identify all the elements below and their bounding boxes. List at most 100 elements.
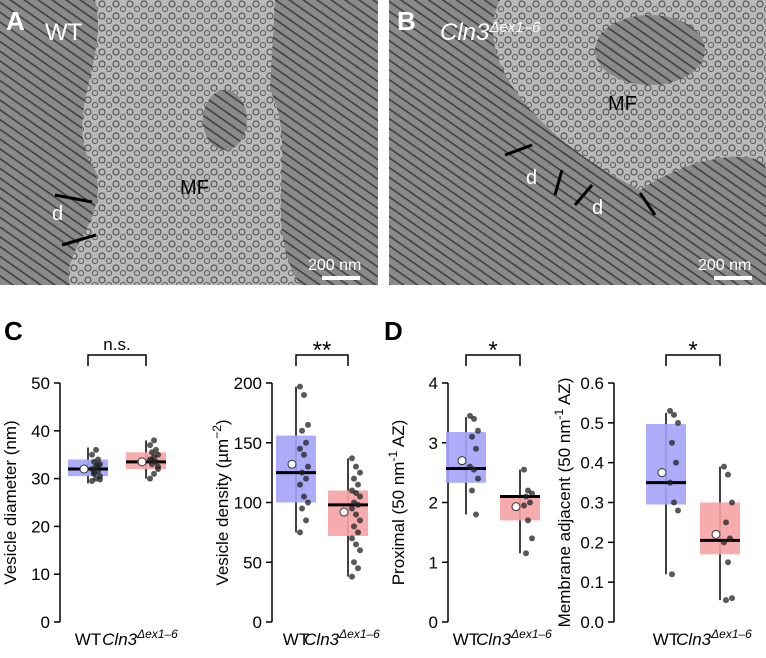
data-point xyxy=(301,391,307,398)
mean xyxy=(457,456,467,466)
data-point xyxy=(155,463,161,470)
y-tick-label: 30 xyxy=(31,470,50,489)
image-label: Cln3Δex1–6 xyxy=(440,19,541,47)
data-point xyxy=(351,475,357,482)
data-point xyxy=(355,501,361,508)
y-tick-label: 4 xyxy=(429,374,438,393)
data-point xyxy=(729,499,735,506)
data-point xyxy=(475,475,481,482)
x-tick-label: Cln3Δex1–6 xyxy=(304,627,380,649)
y-tick-label: 0.0 xyxy=(580,613,604,632)
data-point xyxy=(305,421,311,428)
data-point xyxy=(297,383,303,390)
category-text: WT xyxy=(653,630,679,649)
category-text: Cln3 xyxy=(676,630,712,649)
data-point xyxy=(301,493,307,500)
mean xyxy=(657,468,667,478)
scale-bar-label: 200 nm xyxy=(308,257,361,274)
data-point xyxy=(355,481,361,488)
data-point xyxy=(473,445,479,452)
x-tick-label: Cln3Δex1–6 xyxy=(676,627,752,649)
data-point xyxy=(721,539,727,546)
data-point xyxy=(349,455,355,462)
category-text: Cln3 xyxy=(102,630,138,649)
mean xyxy=(339,507,349,517)
data-point xyxy=(349,535,355,542)
mean xyxy=(137,457,147,467)
y-label-text: Membrane adjacent (50 nm xyxy=(555,419,574,627)
data-point xyxy=(355,565,361,572)
box xyxy=(276,435,316,503)
y-tick-label: 20 xyxy=(31,517,50,536)
y-label-text: Proximal (50 nm xyxy=(389,462,408,586)
micrograph-a xyxy=(0,0,378,285)
data-point xyxy=(95,456,101,463)
data-point xyxy=(529,535,535,542)
data-point xyxy=(353,541,359,548)
y-tick-label: 0 xyxy=(41,613,50,632)
image-annotation: d xyxy=(526,167,537,189)
data-point xyxy=(303,517,309,524)
y-tick-label: 200 xyxy=(234,374,262,393)
data-point xyxy=(299,427,305,434)
data-point xyxy=(667,407,673,414)
data-point xyxy=(673,459,679,466)
data-point xyxy=(525,517,531,524)
box xyxy=(646,424,686,505)
y-tick-label: 10 xyxy=(31,565,50,584)
data-point xyxy=(669,439,675,446)
y-axis-label: Vesicle density (µm−2) xyxy=(210,419,232,585)
y-label-sup: -1 xyxy=(386,451,400,462)
data-point xyxy=(151,437,157,444)
data-point xyxy=(523,550,529,557)
x-tick-label: Cln3Δex1–6 xyxy=(476,627,552,649)
data-point xyxy=(357,469,363,476)
data-point xyxy=(725,559,731,566)
panel-letter: D xyxy=(384,316,403,346)
mean xyxy=(711,529,721,539)
y-label-text: Vesicle diameter (nm) xyxy=(1,420,20,584)
mean xyxy=(511,502,521,512)
data-point xyxy=(473,511,479,518)
category-sup: Δex1–6 xyxy=(710,627,752,641)
x-tick-label: WT xyxy=(283,630,309,649)
image-annotation: MF xyxy=(180,177,209,199)
category-sup: Δex1–6 xyxy=(136,627,178,641)
image-annotation: d xyxy=(52,203,63,225)
data-point xyxy=(299,469,305,476)
data-point xyxy=(521,502,527,509)
y-tick-label: 40 xyxy=(31,422,50,441)
data-point xyxy=(471,415,477,422)
data-point xyxy=(475,427,481,434)
category-text: WT xyxy=(75,630,101,649)
data-point xyxy=(297,481,303,488)
data-point xyxy=(523,493,529,500)
significance-label: n.s. xyxy=(103,335,130,354)
data-point xyxy=(89,451,95,458)
y-tick-label: 0.1 xyxy=(580,573,604,592)
data-point xyxy=(349,505,355,512)
y-label-tail: AZ) xyxy=(555,378,574,409)
data-point xyxy=(355,529,361,536)
y-label-tail: AZ) xyxy=(389,420,408,451)
image-label: WT xyxy=(45,19,83,46)
y-axis-label: Vesicle diameter (nm) xyxy=(1,420,20,584)
data-point xyxy=(155,451,161,458)
data-point xyxy=(729,595,735,602)
data-point xyxy=(469,487,475,494)
y-tick-label: 50 xyxy=(31,374,50,393)
box xyxy=(446,431,486,483)
micrograph-b xyxy=(389,0,766,285)
data-point xyxy=(727,535,733,542)
data-point xyxy=(303,475,309,482)
category-text: Cln3 xyxy=(476,630,512,649)
data-point xyxy=(675,419,681,426)
scale-bar-label: 200 nm xyxy=(698,257,751,274)
y-label-sup: -1 xyxy=(552,408,566,419)
data-point xyxy=(153,446,159,453)
data-point xyxy=(521,466,527,473)
significance-bracket xyxy=(295,354,349,366)
data-point xyxy=(671,499,677,506)
y-tick-label: 1 xyxy=(429,553,438,572)
